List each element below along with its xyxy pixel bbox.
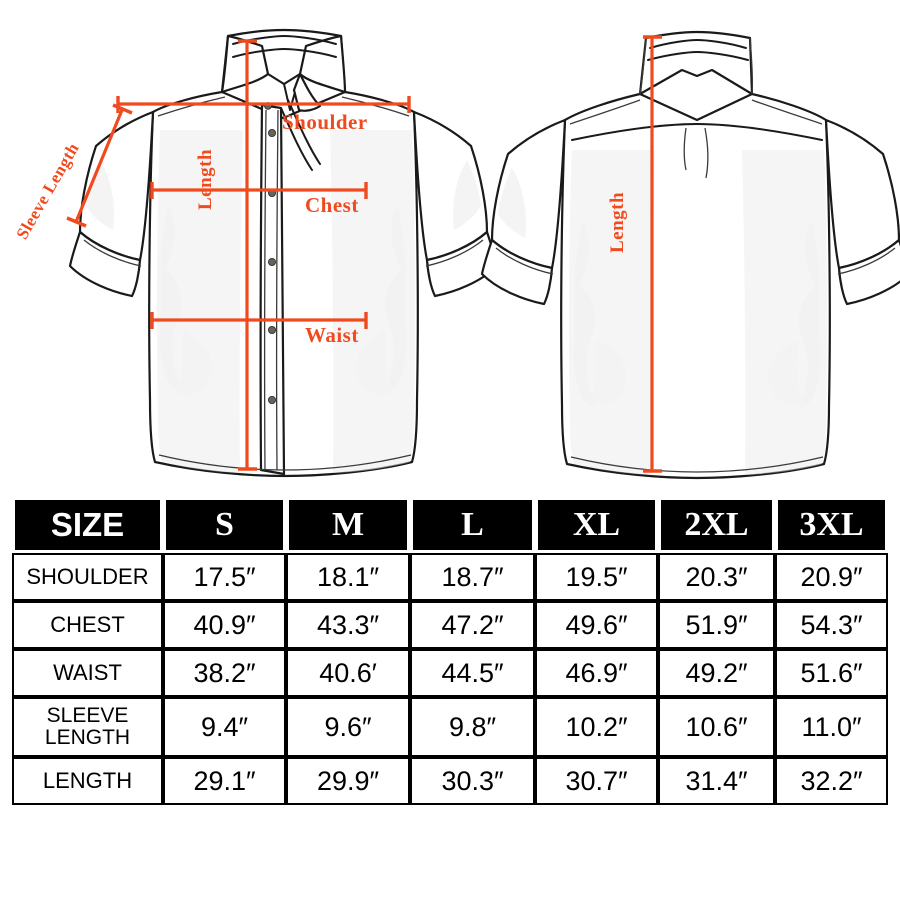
header-cell-xl: XL xyxy=(535,497,658,553)
cell-shoulder-2xl: 20.3″ xyxy=(658,553,775,601)
row-label-sleeve-line2: LENGTH xyxy=(44,726,131,749)
cell-shoulder-s: 17.5″ xyxy=(163,553,286,601)
placket-buttons xyxy=(267,128,276,404)
chest-measure-label: Chest xyxy=(305,193,359,217)
cell-chest-3xl: 54.3″ xyxy=(775,601,888,649)
waist-measure-label: Waist xyxy=(305,323,359,347)
front-view-shirt xyxy=(66,28,499,478)
shirt-illustration: .ol{fill:#fff;stroke:#1A1A1A;stroke-widt… xyxy=(12,28,900,480)
cell-chest-l: 47.2″ xyxy=(410,601,535,649)
cell-sleeve-3xl: 11.0″ xyxy=(775,697,888,757)
size-table-container: SIZE S M L XL 2XL 3XL SHOULDER 17.5″ 18.… xyxy=(12,497,888,805)
header-cell-size: SIZE xyxy=(12,497,163,553)
cell-length-3xl: 32.2″ xyxy=(775,757,888,805)
shoulder-measure-label: Shoulder xyxy=(282,110,368,134)
cell-shoulder-xl: 19.5″ xyxy=(535,553,658,601)
table-row-length: LENGTH 29.1″ 29.9″ 30.3″ 30.7″ 31.4″ 32.… xyxy=(12,757,888,805)
cell-waist-l: 44.5″ xyxy=(410,649,535,697)
length-measure-label-front: Length xyxy=(195,148,216,210)
cell-length-xl: 30.7″ xyxy=(535,757,658,805)
cell-chest-s: 40.9″ xyxy=(163,601,286,649)
header-cell-l: L xyxy=(410,497,535,553)
cell-length-2xl: 31.4″ xyxy=(658,757,775,805)
front-measurement-lines xyxy=(66,39,411,471)
cell-chest-2xl: 51.9″ xyxy=(658,601,775,649)
back-measurement-lines xyxy=(643,35,662,473)
cell-sleeve-xl: 10.2″ xyxy=(535,697,658,757)
cell-sleeve-2xl: 10.6″ xyxy=(658,697,775,757)
table-row-waist: WAIST 38.2″ 40.6′ 44.5″ 46.9″ 49.2″ 51.6… xyxy=(12,649,888,697)
row-label-length: LENGTH xyxy=(12,757,163,805)
cell-sleeve-s: 9.4″ xyxy=(163,697,286,757)
cell-shoulder-m: 18.1″ xyxy=(286,553,410,601)
back-view-shirt xyxy=(480,30,900,480)
header-cell-3xl: 3XL xyxy=(775,497,888,553)
cell-chest-xl: 49.6″ xyxy=(535,601,658,649)
row-label-sleeve-length: SLEEVE LENGTH xyxy=(12,697,163,757)
cell-sleeve-l: 9.8″ xyxy=(410,697,535,757)
sleeve-length-line xyxy=(74,109,124,223)
table-row-sleeve-length: SLEEVE LENGTH 9.4″ 9.6″ 9.8″ 10.2″ 10.6″… xyxy=(12,697,888,757)
header-cell-m: M xyxy=(286,497,410,553)
cell-shoulder-3xl: 20.9″ xyxy=(775,553,888,601)
cell-chest-m: 43.3″ xyxy=(286,601,410,649)
cell-waist-s: 38.2″ xyxy=(163,649,286,697)
size-chart-table: SIZE S M L XL 2XL 3XL SHOULDER 17.5″ 18.… xyxy=(12,497,888,805)
length-measure-label-back: Length xyxy=(607,191,628,253)
header-cell-2xl: 2XL xyxy=(658,497,775,553)
cell-length-m: 29.9″ xyxy=(286,757,410,805)
cell-waist-3xl: 51.6″ xyxy=(775,649,888,697)
cell-waist-xl: 46.9″ xyxy=(535,649,658,697)
table-header-row: SIZE S M L XL 2XL 3XL xyxy=(12,497,888,553)
row-label-sleeve-line1: SLEEVE xyxy=(46,703,129,727)
row-label-waist: WAIST xyxy=(12,649,163,697)
row-label-chest: CHEST xyxy=(12,601,163,649)
cell-length-l: 30.3″ xyxy=(410,757,535,805)
cell-sleeve-m: 9.6″ xyxy=(286,697,410,757)
cell-waist-m: 40.6′ xyxy=(286,649,410,697)
table-row-chest: CHEST 40.9″ 43.3″ 47.2″ 49.6″ 51.9″ 54.3… xyxy=(12,601,888,649)
table-row-shoulder: SHOULDER 17.5″ 18.1″ 18.7″ 19.5″ 20.3″ 2… xyxy=(12,553,888,601)
header-cell-s: S xyxy=(163,497,286,553)
cell-waist-2xl: 49.2″ xyxy=(658,649,775,697)
cell-length-s: 29.1″ xyxy=(163,757,286,805)
row-label-shoulder: SHOULDER xyxy=(12,553,163,601)
cell-shoulder-l: 18.7″ xyxy=(410,553,535,601)
